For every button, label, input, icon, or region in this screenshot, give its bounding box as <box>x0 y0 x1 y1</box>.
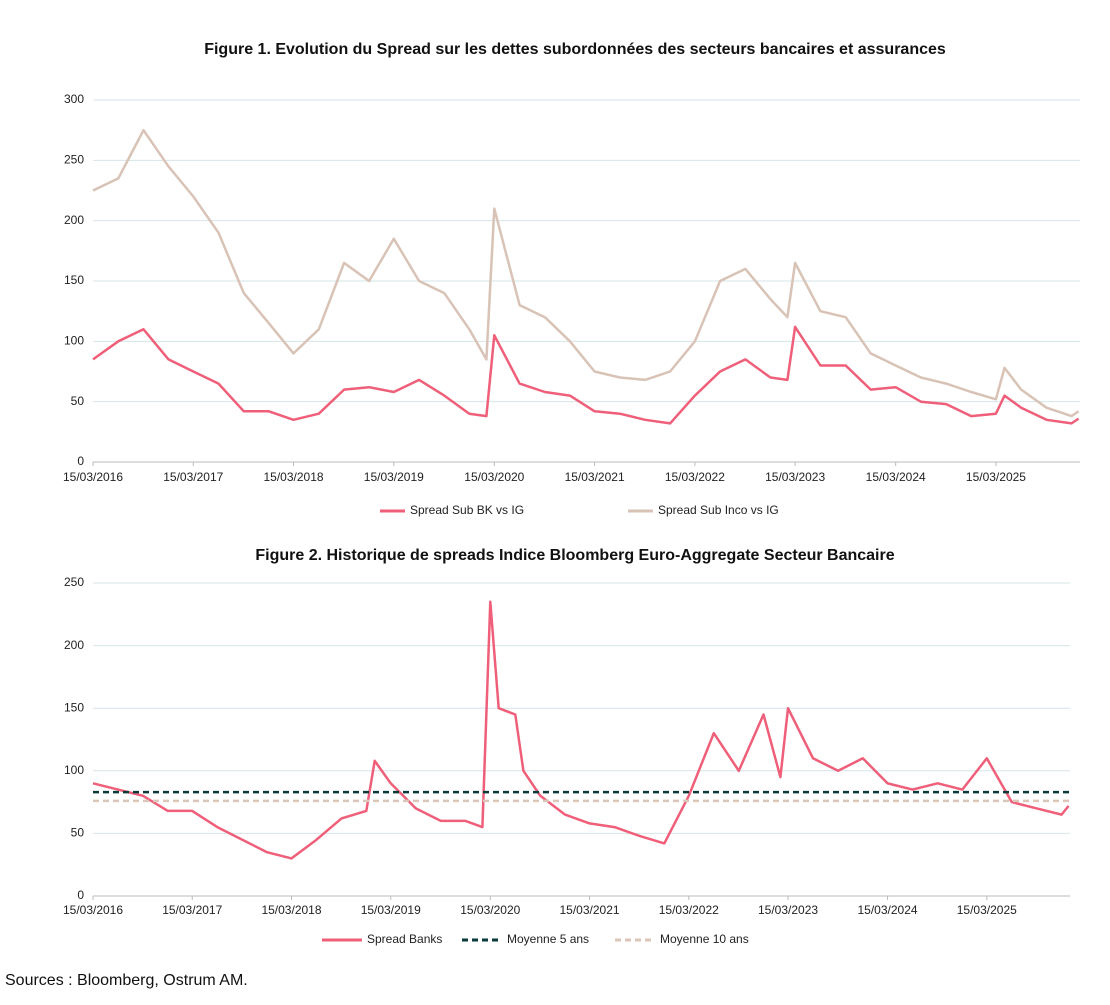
x-tick-label: 15/03/2016 <box>63 470 123 484</box>
x-tick-label: 15/03/2022 <box>659 903 719 917</box>
x-tick-label: 15/03/2018 <box>261 903 321 917</box>
x-tick-label: 15/03/2020 <box>460 903 520 917</box>
chart-title: Figure 1. Evolution du Spread sur les de… <box>204 41 946 58</box>
x-tick-label: 15/03/2018 <box>264 470 324 484</box>
x-tick-label: 15/03/2017 <box>163 470 223 484</box>
x-tick-label: 15/03/2024 <box>866 470 926 484</box>
x-tick-label: 15/03/2019 <box>364 470 424 484</box>
x-tick-label: 15/03/2016 <box>63 903 123 917</box>
x-tick-label: 15/03/2024 <box>858 903 918 917</box>
x-tick-label: 15/03/2021 <box>565 470 625 484</box>
y-tick-label: 250 <box>64 153 84 167</box>
y-tick-label: 50 <box>71 394 85 408</box>
y-tick-label: 0 <box>77 888 84 902</box>
legend-label: Spread Banks <box>367 932 442 946</box>
x-tick-label: 15/03/2025 <box>966 470 1026 484</box>
y-tick-label: 200 <box>64 213 84 227</box>
y-tick-label: 50 <box>71 826 85 840</box>
legend-label: Moyenne 10 ans <box>660 932 749 946</box>
y-tick-label: 100 <box>64 334 84 348</box>
x-tick-label: 15/03/2020 <box>464 470 524 484</box>
x-tick-label: 15/03/2023 <box>758 903 818 917</box>
x-tick-label: 15/03/2022 <box>665 470 725 484</box>
x-tick-label: 15/03/2017 <box>162 903 222 917</box>
legend-label: Spread Sub Inco vs IG <box>658 503 779 517</box>
y-tick-label: 300 <box>64 92 84 106</box>
y-tick-label: 200 <box>64 638 84 652</box>
source-note: Sources : Bloomberg, Ostrum AM. <box>5 972 248 989</box>
legend-label: Spread Sub BK vs IG <box>410 503 524 517</box>
series-line <box>92 325 1080 425</box>
legend-label: Moyenne 5 ans <box>507 932 589 946</box>
y-tick-label: 150 <box>64 273 84 287</box>
series-line <box>92 128 1080 418</box>
y-tick-label: 250 <box>64 575 84 589</box>
series-line <box>92 600 1070 860</box>
y-tick-label: 100 <box>64 763 84 777</box>
chart-title: Figure 2. Historique de spreads Indice B… <box>255 547 895 564</box>
x-tick-label: 15/03/2021 <box>559 903 619 917</box>
x-tick-label: 15/03/2019 <box>361 903 421 917</box>
x-tick-label: 15/03/2025 <box>957 903 1017 917</box>
y-tick-label: 150 <box>64 700 84 714</box>
x-tick-label: 15/03/2023 <box>765 470 825 484</box>
y-tick-label: 0 <box>77 454 84 468</box>
